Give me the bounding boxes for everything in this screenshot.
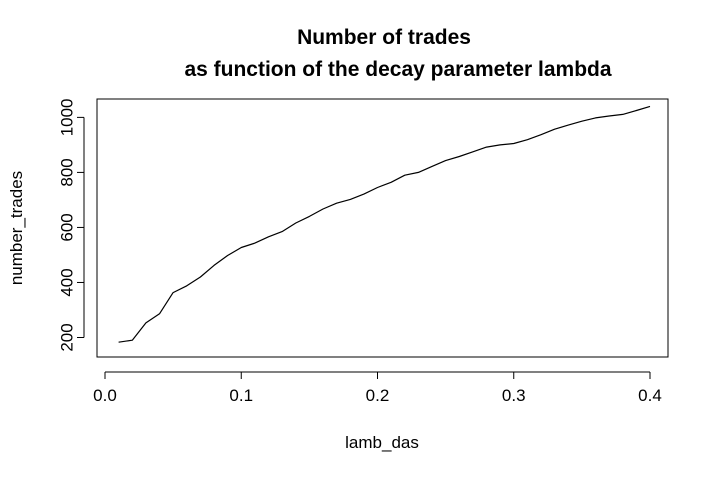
y-tick-label: 400 (57, 268, 76, 296)
x-axis: 0.0 0.1 0.2 0.3 0.4 (93, 371, 662, 405)
y-axis: 200 400 600 800 1000 (57, 98, 85, 352)
x-tick-label: 0.1 (229, 386, 253, 405)
y-tick-label: 800 (57, 158, 76, 186)
y-tick-label: 200 (57, 323, 76, 351)
x-tick-label: 0.2 (366, 386, 390, 405)
y-tick-label: 600 (57, 213, 76, 241)
x-tick-label: 0.3 (502, 386, 526, 405)
chart-subtitle: as function of the decay parameter lambd… (184, 58, 611, 81)
series-line (118, 105, 651, 343)
x-tick-label: 0.4 (638, 386, 662, 405)
plot-box (96, 98, 669, 358)
chart-title: Number of trades (297, 26, 471, 49)
x-axis-label: lamb_das (345, 433, 419, 452)
x-tick-label: 0.0 (93, 386, 117, 405)
series-layer (118, 105, 651, 343)
y-tick-label: 1000 (57, 98, 76, 136)
y-axis-label: number_trades (7, 171, 26, 285)
